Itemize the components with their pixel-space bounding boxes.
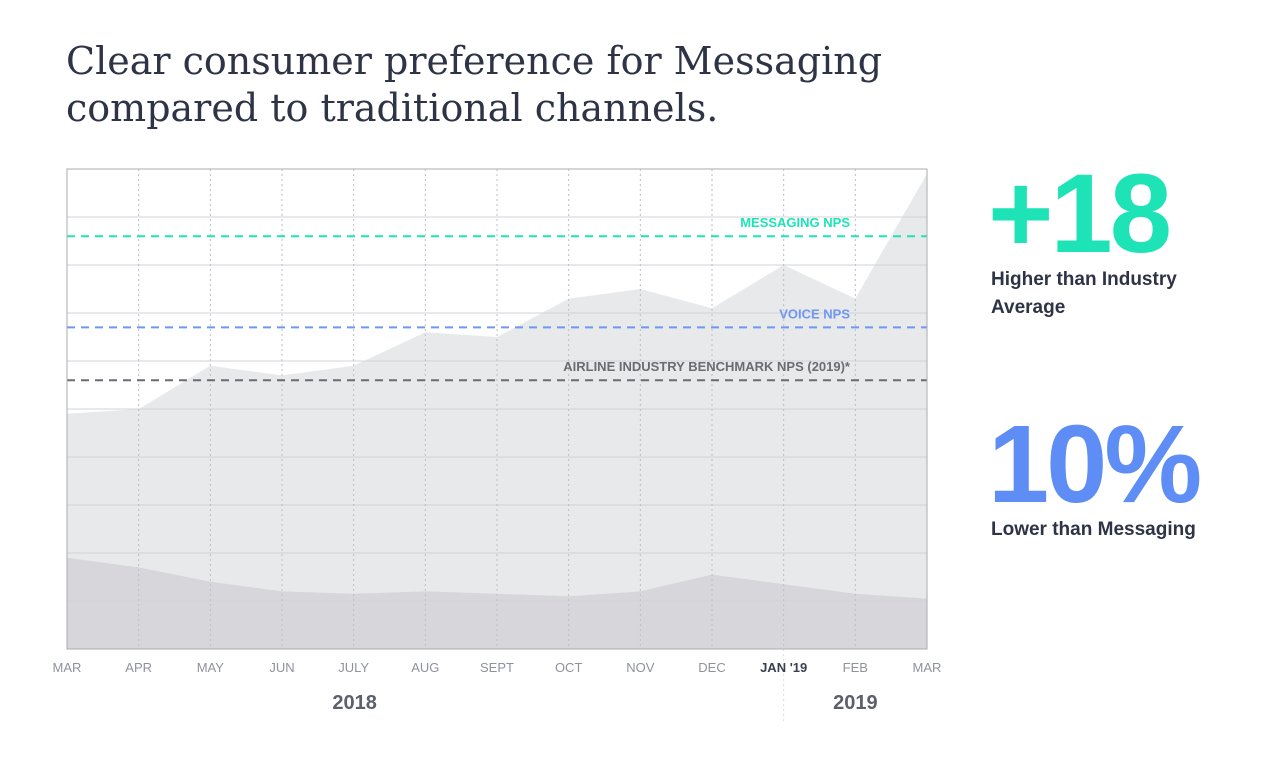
x-tick-label: SEPT <box>480 660 514 675</box>
year-label-2018: 2018 <box>332 692 377 714</box>
x-tick-label: AUG <box>411 660 439 675</box>
reference-label-3: AIRLINE INDUSTRY BENCHMARK NPS (2019)* <box>563 359 851 374</box>
stat-lower-value: 10% <box>988 403 1202 526</box>
reference-label-1: MESSAGING NPS <box>740 215 850 230</box>
plot-border <box>66 168 928 650</box>
stat-higher-label: Higher than Industry Average <box>991 269 1177 318</box>
reference-label-2: VOICE NPS <box>779 306 850 321</box>
headline: Clear consumer preference for Messaging … <box>66 38 882 132</box>
x-tick-label: NOV <box>626 660 655 675</box>
stat-lower-label: Lower than Messaging <box>991 519 1196 540</box>
x-tick-label: JULY <box>338 660 369 675</box>
x-tick-label: FEB <box>843 660 868 675</box>
x-tick-label: MAR <box>913 660 942 675</box>
x-tick-label: JAN '19 <box>760 660 807 675</box>
headline-line-2: compared to traditional channels. <box>66 86 719 130</box>
x-tick-label: DEC <box>698 660 725 675</box>
headline-line-1: Clear consumer preference for Messaging <box>66 39 883 83</box>
x-tick-label: JUN <box>269 660 294 675</box>
x-tick-label: APR <box>125 660 152 675</box>
x-tick-label: MAR <box>53 660 82 675</box>
x-tick-label: OCT <box>555 660 583 675</box>
stat-higher-value: +18 <box>988 151 1172 276</box>
x-tick-label: MAY <box>197 660 225 675</box>
year-label-2019: 2019 <box>833 692 878 714</box>
